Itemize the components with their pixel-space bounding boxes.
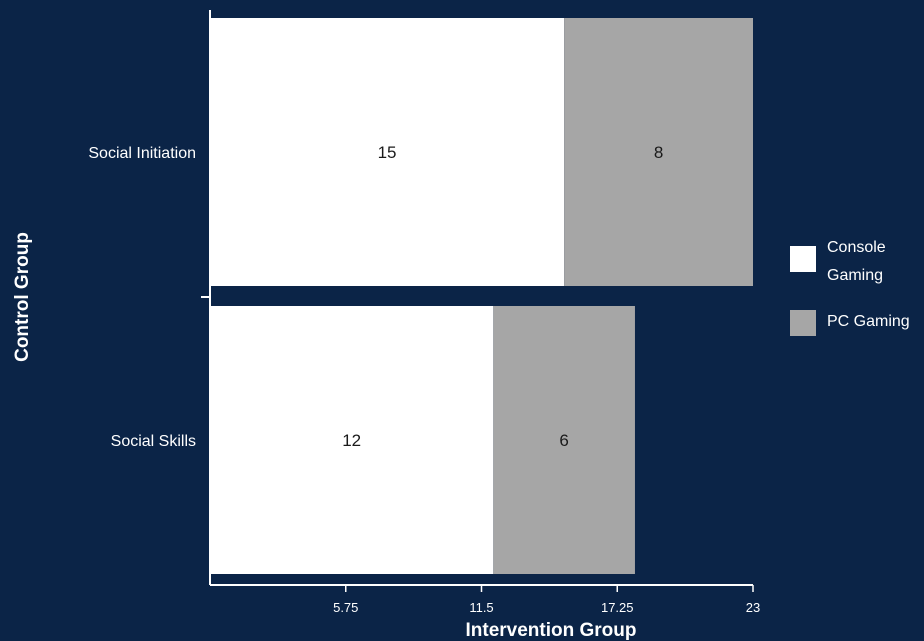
x-tick-label-5-75: 5.75 <box>333 600 358 615</box>
category-label-social-skills: Social Skills <box>111 433 196 450</box>
legend-swatch-console-gaming <box>790 246 816 272</box>
bar-social-initiation-pc-gaming <box>564 18 753 286</box>
bars-layer <box>210 18 753 574</box>
bar-social-skills-pc-gaming <box>493 306 635 574</box>
x-tick-label-11-5: 11.5 <box>469 600 493 615</box>
value-label-social-skills-pc-gaming: 6 <box>559 431 568 450</box>
labels-layer: 15 8 Social Initiation 12 6 Social Skills <box>88 143 663 450</box>
legend-label-console-gaming: Console Gaming <box>827 239 886 284</box>
legend-item-pc-gaming: PC Gaming <box>790 308 924 336</box>
legend: Console Gaming PC Gaming <box>790 234 924 354</box>
ticks-layer: 5.75 11.5 17.25 23 <box>333 585 760 615</box>
legend-swatch-pc-gaming <box>790 310 816 336</box>
category-label-social-initiation: Social Initiation <box>88 145 196 162</box>
value-label-social-initiation-pc-gaming: 8 <box>654 143 663 162</box>
value-label-social-skills-console-gaming: 12 <box>342 431 361 450</box>
x-tick-label-17-25: 17.25 <box>601 600 634 615</box>
y-axis-title: Control Group <box>12 232 33 362</box>
value-label-social-initiation-console-gaming: 15 <box>378 143 397 162</box>
bar-social-skills-console-gaming <box>210 306 494 574</box>
x-axis-title: Intervention Group <box>466 620 637 641</box>
legend-item-console-gaming: Console Gaming <box>790 234 924 290</box>
x-tick-label-23: 23 <box>746 600 760 615</box>
bar-social-initiation-console-gaming <box>210 18 565 286</box>
legend-label-pc-gaming: PC Gaming <box>827 313 910 330</box>
